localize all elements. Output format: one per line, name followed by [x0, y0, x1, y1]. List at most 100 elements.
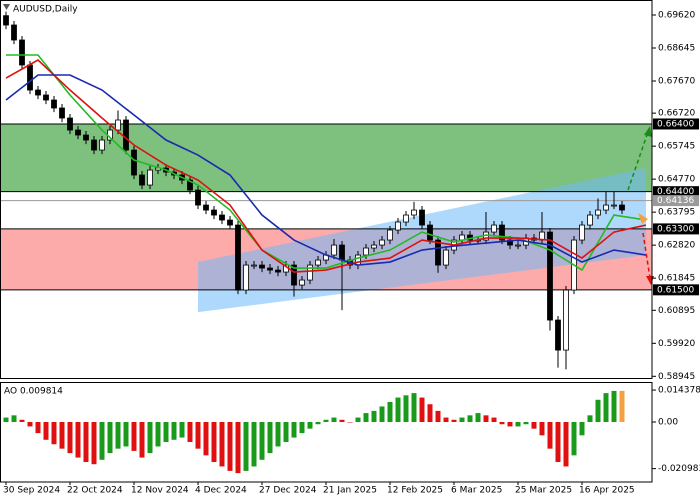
level-label-box — [653, 223, 699, 235]
y-tick-label: 0.61845 — [658, 274, 695, 284]
oscillator-bar — [131, 422, 137, 451]
candle-body — [443, 249, 449, 266]
candle-body — [331, 244, 337, 256]
candle-body — [395, 221, 401, 231]
oscillator-bar — [379, 406, 385, 422]
oscillator-bar — [235, 422, 241, 474]
candle-body — [139, 174, 145, 186]
oscillator-bar — [107, 422, 113, 454]
oscillator-bar — [443, 417, 449, 422]
oscillator-bar — [35, 422, 41, 434]
y-tick-label: 0.64770 — [658, 175, 695, 185]
moving-average — [6, 54, 647, 272]
candle-body — [491, 224, 497, 233]
candle-body — [403, 214, 409, 223]
candle-body — [371, 244, 377, 249]
oscillator-bar — [563, 422, 569, 467]
candle-body — [219, 214, 225, 221]
oscillator-bar — [403, 395, 409, 422]
candle-body — [547, 231, 553, 321]
candle-body — [387, 229, 393, 241]
oscillator-bar — [307, 422, 313, 429]
y-tick-label: -0.020983 — [658, 464, 700, 474]
candle-body — [419, 209, 425, 226]
oscillator-bar — [227, 422, 233, 471]
x-tick-label: 4 Dec 2024 — [195, 486, 247, 496]
oscillator-bar — [459, 417, 465, 422]
candle-body — [251, 264, 257, 267]
zone — [1, 123, 652, 192]
candle-body — [595, 209, 601, 216]
candle-body — [619, 204, 625, 211]
candle-body — [11, 24, 17, 41]
candle-body — [83, 134, 89, 141]
oscillator-bar — [339, 419, 345, 422]
candle-body — [427, 224, 433, 241]
y-tick-label: 0.59920 — [658, 339, 695, 349]
candle-body — [243, 264, 249, 291]
candle-body — [603, 204, 609, 211]
level-label: 0.61500 — [657, 285, 694, 295]
oscillator-bar — [483, 415, 489, 422]
oscillator-bar — [3, 417, 9, 422]
oscillator-bar — [531, 422, 537, 429]
candle-body — [91, 139, 97, 151]
candle-body — [123, 119, 129, 151]
x-tick-label: 16 Apr 2025 — [579, 486, 635, 496]
oscillator-bar — [363, 413, 369, 422]
oscillator-bar — [435, 410, 441, 422]
oscillator-bar — [539, 422, 545, 436]
oscillator-bar — [547, 422, 553, 449]
background-layer — [1, 123, 652, 313]
y-tick-label: 0.63795 — [658, 208, 695, 218]
oscillator-bar — [371, 410, 377, 422]
moving-average — [5, 59, 647, 273]
candle-body — [35, 89, 41, 96]
oscillator-bar — [451, 419, 457, 422]
symbol-icon — [3, 4, 10, 10]
oscillator-bar — [187, 422, 193, 442]
oscillator-bar — [507, 422, 513, 427]
oscillator-bar — [99, 422, 105, 460]
x-tick-label: 12 Feb 2025 — [387, 486, 443, 496]
candle-body — [99, 139, 105, 151]
indicator-title: AO 0.009814 — [4, 387, 63, 397]
oscillator-bar — [427, 404, 433, 422]
oscillator-bar — [275, 422, 281, 447]
oscillator-bar — [291, 422, 297, 438]
overlay-layer — [627, 126, 654, 285]
candle-body — [131, 149, 137, 176]
level-label-box — [653, 284, 699, 296]
oscillator-bar — [195, 422, 201, 449]
oscillator-bar — [411, 393, 417, 422]
candle-layer — [3, 11, 647, 474]
chart-title: AUDUSD,Daily — [13, 5, 78, 15]
level-label-box — [653, 195, 699, 207]
moving-average — [5, 74, 647, 266]
oscillator-bar — [67, 422, 73, 454]
candle-body — [19, 39, 25, 66]
oscillator-bar — [603, 393, 609, 422]
oscillator-bar — [91, 422, 97, 465]
candle-body — [435, 239, 441, 266]
candle-body — [499, 224, 505, 241]
oscillator-bar — [283, 422, 289, 442]
x-tick-label: 25 Mar 2025 — [515, 486, 572, 496]
oscillator-bar — [75, 422, 81, 458]
candle-body — [267, 267, 273, 271]
oscillator-bar — [555, 422, 561, 462]
level-label: 0.64136 — [657, 196, 694, 206]
oscillator-bar — [179, 422, 185, 438]
candle-body — [115, 119, 121, 131]
candle-body — [315, 259, 321, 266]
candle-body — [75, 129, 81, 136]
oscillator-bar — [419, 397, 425, 422]
oscillator-bar — [323, 419, 329, 422]
candle-body — [195, 189, 201, 206]
x-tick-label: 6 Mar 2025 — [451, 486, 502, 496]
oscillator-bar — [155, 422, 161, 447]
oscillator-bar — [523, 422, 529, 425]
candle-body — [27, 64, 33, 91]
level-label: 0.66400 — [657, 119, 694, 129]
y-tick-label: 0.68645 — [658, 43, 695, 53]
